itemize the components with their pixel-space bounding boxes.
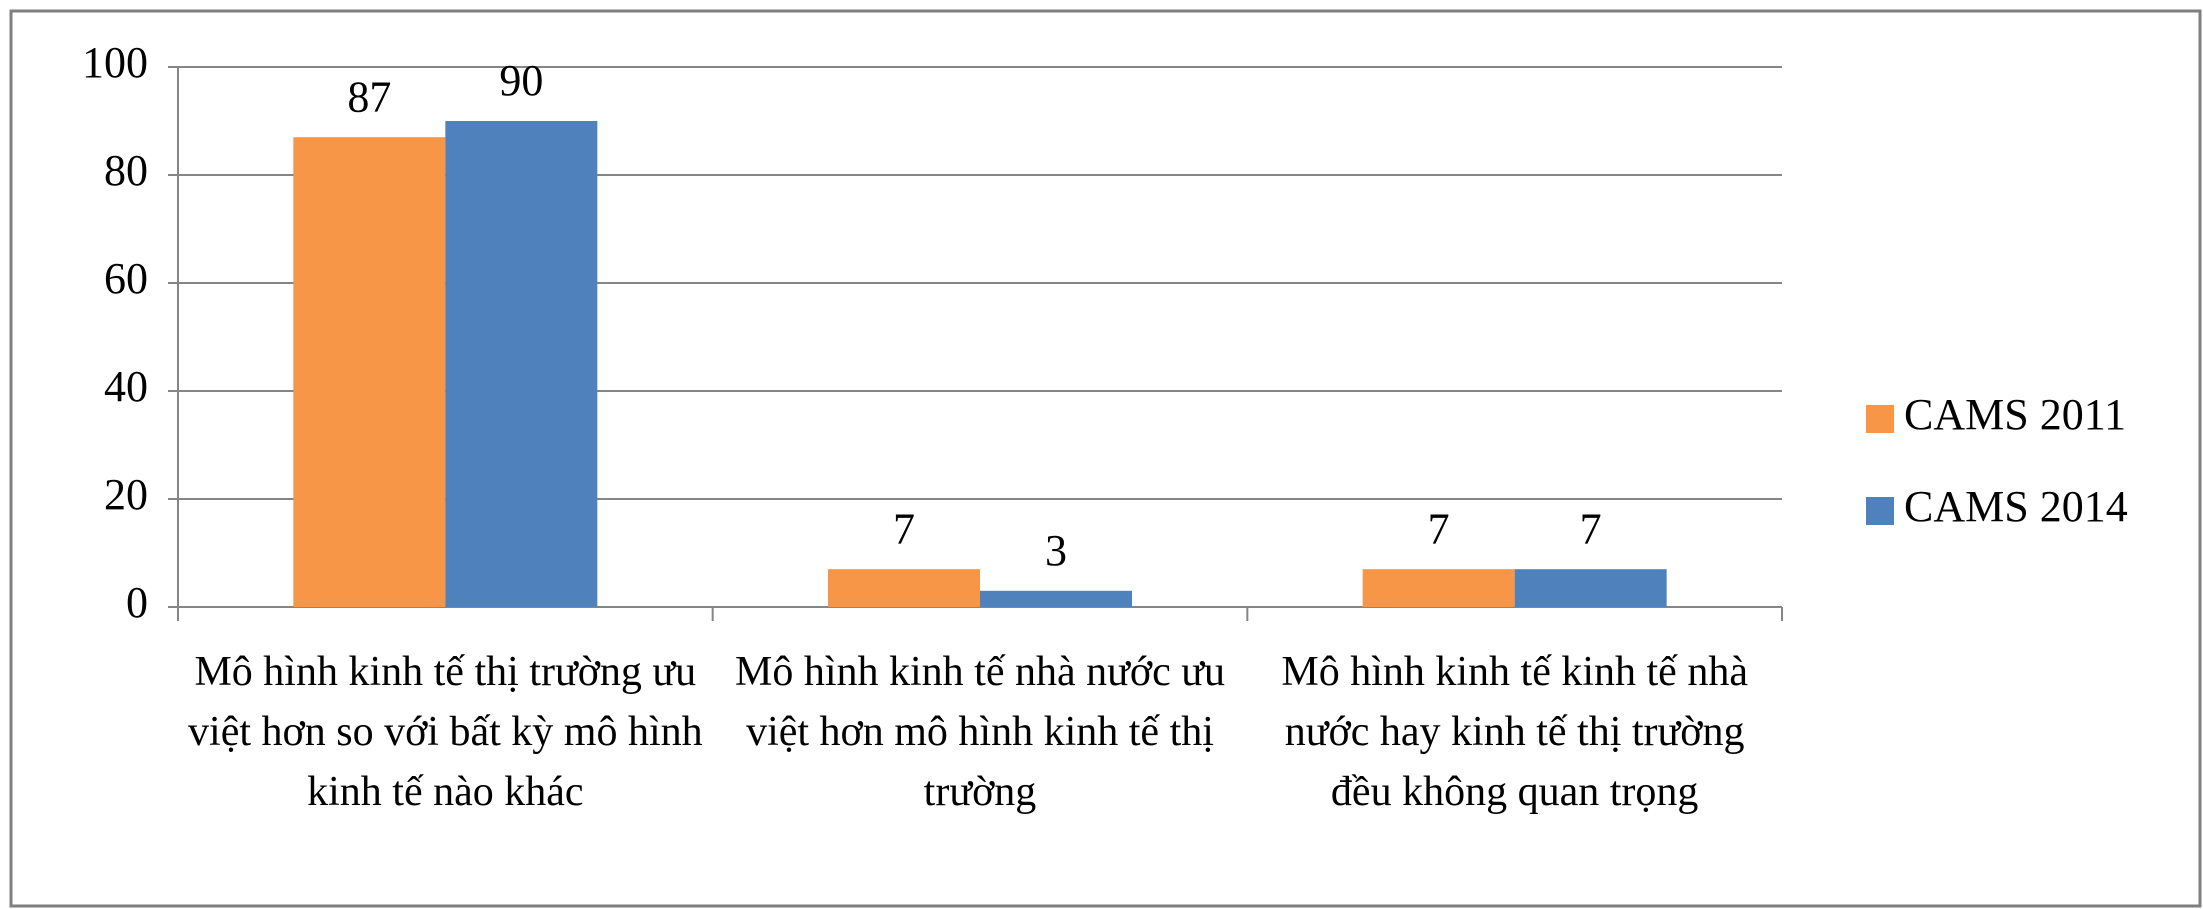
data-label: 7 bbox=[1580, 504, 1602, 553]
x-tick-label: Mô hình kinh tế kinh tế nhà nước hay kin… bbox=[1281, 649, 1748, 815]
y-tick-label: 20 bbox=[104, 470, 148, 519]
x-tick-label: Mô hình kinh tế nhà nước ưu việt hơn mô … bbox=[734, 649, 1225, 815]
bar bbox=[293, 137, 446, 607]
bar bbox=[1362, 569, 1515, 607]
data-label: 7 bbox=[893, 504, 915, 553]
bar bbox=[1514, 569, 1667, 607]
y-tick-label: 80 bbox=[104, 146, 148, 195]
y-tick-label: 100 bbox=[82, 38, 148, 87]
x-tick-label: Mô hình kinh tế thị trường ưu việt hơn s… bbox=[188, 649, 703, 815]
legend-label: CAMS 2011 bbox=[1904, 390, 2126, 439]
y-tick-label: 0 bbox=[126, 578, 148, 627]
y-tick-label: 40 bbox=[104, 362, 148, 411]
bar bbox=[980, 590, 1132, 607]
bar bbox=[445, 121, 598, 607]
legend-swatch bbox=[1866, 497, 1894, 525]
data-label: 3 bbox=[1045, 526, 1067, 575]
bar bbox=[828, 569, 980, 607]
data-label: 7 bbox=[1428, 504, 1450, 553]
data-label: 90 bbox=[499, 56, 543, 105]
legend-swatch bbox=[1866, 405, 1894, 433]
y-tick-label: 60 bbox=[104, 254, 148, 303]
legend-label: CAMS 2014 bbox=[1904, 482, 2128, 531]
data-label: 87 bbox=[347, 72, 391, 121]
